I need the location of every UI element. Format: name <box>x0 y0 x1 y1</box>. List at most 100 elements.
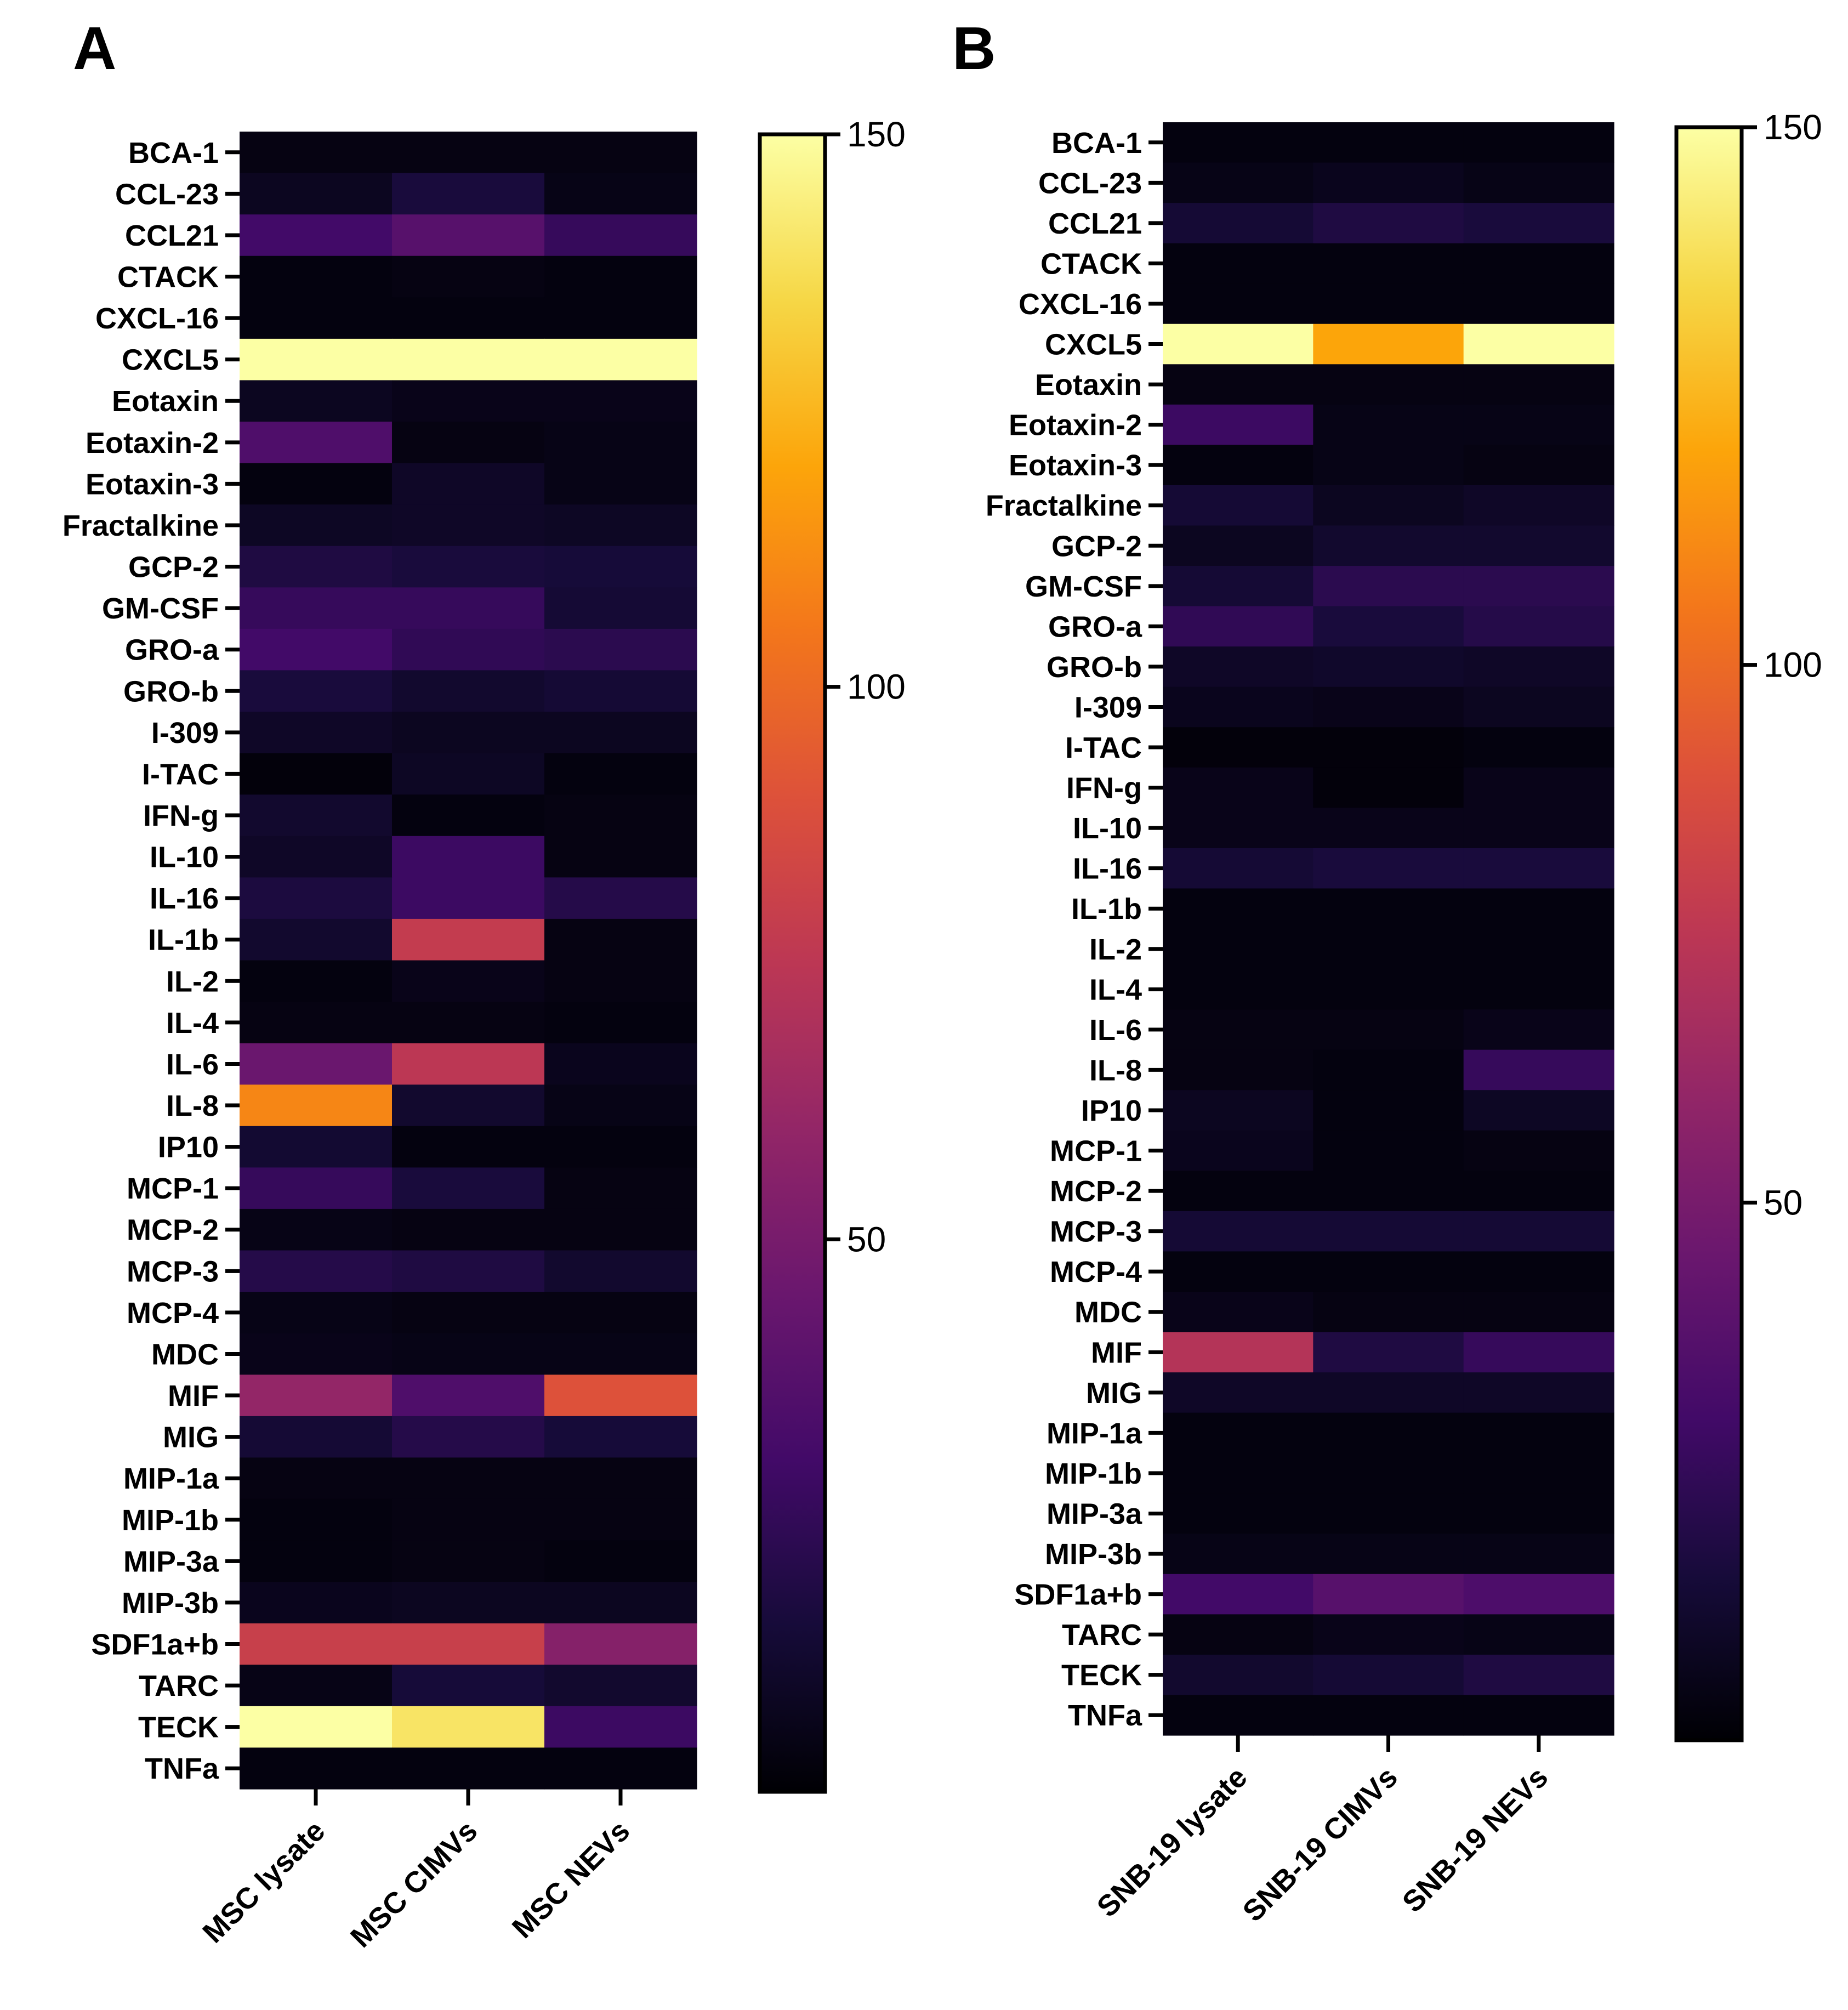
heatmap-cell <box>392 670 545 712</box>
heatmap-cell <box>544 1747 697 1790</box>
heatmap-cell <box>1163 243 1313 284</box>
heatmap-cell <box>1463 848 1614 889</box>
heatmap-cell <box>1463 1695 1614 1736</box>
heatmap-cell <box>240 1706 393 1748</box>
heatmap-cell <box>240 960 393 1002</box>
heatmap-cell <box>544 1706 697 1748</box>
heatmap-cell <box>544 1582 697 1624</box>
heatmap-cell <box>240 546 393 588</box>
row-label: Eotaxin-2 <box>1009 409 1142 442</box>
heatmap-cell <box>240 587 393 629</box>
heatmap-cell <box>240 422 393 464</box>
heatmap-cell <box>1163 525 1313 566</box>
row-label: SDF1a+b <box>91 1628 219 1661</box>
heatmap-cell <box>1163 283 1313 325</box>
heatmap-cell <box>1163 404 1313 445</box>
heatmap-cell <box>1313 1130 1464 1171</box>
row-label: GRO-a <box>1048 610 1142 643</box>
heatmap-cell <box>544 794 697 837</box>
heatmap-cell <box>544 380 697 422</box>
heatmap-cell <box>544 546 697 588</box>
heatmap-cell <box>240 1250 393 1292</box>
column-label: SNB-19 NEVs <box>1396 1761 1555 1919</box>
heatmap-cell <box>1313 727 1464 768</box>
heatmap-cell <box>1463 243 1614 284</box>
heatmap-cell <box>240 1457 393 1500</box>
heatmap-cell <box>240 1126 393 1168</box>
column-label: SNB-19 CIMVs <box>1236 1761 1404 1928</box>
row-label: TNFa <box>1068 1699 1142 1732</box>
row-label: IL-2 <box>1089 933 1142 966</box>
heatmap-cell <box>544 255 697 298</box>
heatmap-cell <box>240 670 393 712</box>
heatmap-cell <box>392 753 545 795</box>
heatmap-cell <box>1463 404 1614 445</box>
heatmap-cell <box>1463 1332 1614 1373</box>
row-label: I-309 <box>151 717 219 750</box>
row-label: IL-16 <box>150 882 219 915</box>
row-label: Fractalkine <box>62 509 219 542</box>
heatmap-cell <box>544 877 697 919</box>
row-label: SDF1a+b <box>1014 1579 1142 1611</box>
row-label: MDC <box>1074 1296 1142 1329</box>
heatmap-cell <box>392 1085 545 1127</box>
heatmap-cells <box>1163 122 1614 1736</box>
row-label: I-309 <box>1074 691 1142 724</box>
row-label: MCP-4 <box>1050 1256 1142 1288</box>
heatmap-cell <box>1313 1332 1464 1373</box>
heatmap-cell <box>544 504 697 547</box>
row-label: GM-CSF <box>1025 570 1142 603</box>
heatmap-cell <box>392 587 545 629</box>
heatmap-cell <box>544 1498 697 1541</box>
heatmap-cell <box>1463 566 1614 607</box>
heatmap-cell <box>1163 1049 1313 1091</box>
heatmap-cell <box>1163 767 1313 808</box>
heatmap-cell <box>1463 606 1614 647</box>
row-label: IL-6 <box>166 1048 219 1081</box>
row-label: MIG <box>163 1421 219 1454</box>
heatmap-cell <box>544 587 697 629</box>
heatmap-cell <box>392 628 545 671</box>
heatmap-cell <box>1313 1372 1464 1413</box>
row-label: IP10 <box>1081 1094 1142 1127</box>
heatmap-cell <box>1163 162 1313 203</box>
row-label: Eotaxin-3 <box>86 468 219 501</box>
row-label: TECK <box>1061 1659 1142 1692</box>
heatmap-cell <box>1313 1453 1464 1494</box>
row-label: IFN-g <box>1066 772 1142 805</box>
heatmap-cell <box>1313 1090 1464 1131</box>
heatmap-cell <box>1313 969 1464 1010</box>
row-label: MIP-1a <box>123 1462 219 1495</box>
row-label: IL-4 <box>1089 973 1142 1006</box>
heatmap-cell <box>1163 969 1313 1010</box>
heatmap-cell <box>240 628 393 671</box>
row-label: IL-10 <box>1073 812 1142 845</box>
heatmap-cell <box>240 463 393 505</box>
heatmap-cell <box>1313 364 1464 405</box>
row-label: MIF <box>1091 1336 1142 1369</box>
row-label: GRO-a <box>125 634 219 667</box>
heatmap-cell <box>1313 566 1464 607</box>
row-label: IL-8 <box>166 1089 219 1122</box>
panel-letter: A <box>73 15 116 82</box>
panel-b: B BCA-1 CCL-23 CCL21 CTACK CXCL-16 CXCL5 Eotaxi… <box>952 15 1822 1928</box>
heatmap-cell <box>392 132 545 174</box>
row-label: I-TAC <box>1065 731 1142 764</box>
row-label: Eotaxin <box>112 385 219 418</box>
row-label: GCP-2 <box>1051 530 1142 563</box>
heatmap-cell <box>392 1665 545 1707</box>
heatmap-cell <box>1313 283 1464 325</box>
heatmap-cell <box>544 1623 697 1665</box>
heatmap-cell <box>1163 566 1313 607</box>
colorbar-tick-label: 50 <box>847 1219 886 1259</box>
heatmap-cell <box>240 214 393 257</box>
heatmap-cell <box>1163 1211 1313 1252</box>
row-label: MCP-3 <box>1050 1216 1142 1248</box>
heatmap-cell <box>1163 686 1313 728</box>
heatmap-cell <box>1463 525 1614 566</box>
heatmap-cell <box>240 1292 393 1334</box>
heatmap-cell <box>1463 1009 1614 1051</box>
colorbar <box>1674 125 1744 1742</box>
heatmap-cell <box>1313 929 1464 970</box>
